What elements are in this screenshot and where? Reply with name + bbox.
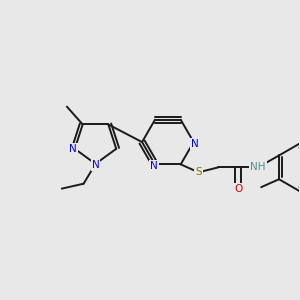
Text: N: N <box>150 161 158 171</box>
Text: S: S <box>195 167 202 177</box>
Text: N: N <box>69 144 77 154</box>
Text: N: N <box>191 139 199 149</box>
Text: NH: NH <box>250 162 266 172</box>
Text: O: O <box>234 184 242 194</box>
Text: N: N <box>92 160 99 170</box>
